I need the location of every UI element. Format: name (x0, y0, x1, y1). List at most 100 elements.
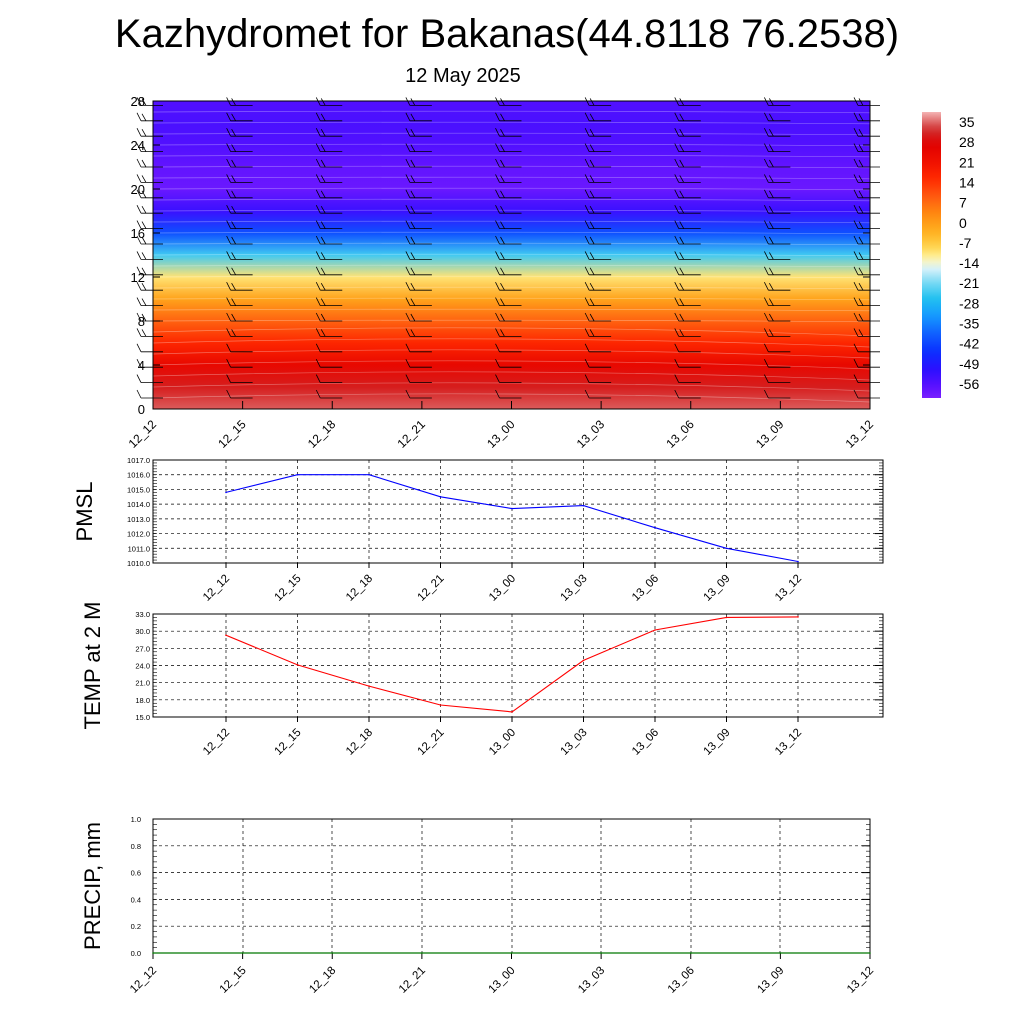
wind-barb-feather (410, 206, 416, 214)
wind-barb (674, 205, 701, 214)
panel-frame (152, 818, 871, 954)
wind-barb-feather (853, 174, 859, 183)
wind-barb-feather (679, 98, 685, 106)
wind-barb-feather (584, 143, 590, 152)
data-point (439, 704, 442, 706)
data-point (296, 664, 299, 666)
wind-barb (315, 235, 343, 245)
wind-barb-feather (769, 313, 774, 322)
wind-barb (405, 251, 432, 260)
wind-barb (584, 189, 612, 199)
wind-barb-feather (226, 158, 231, 168)
wind-barb (136, 282, 163, 291)
wind-barb-feather (320, 206, 326, 214)
wind-barb-feather (764, 220, 769, 229)
data-point (797, 616, 799, 618)
wind-barb-feather (315, 220, 321, 229)
wind-barb-feather (500, 313, 505, 322)
wind-barb-feather (589, 267, 595, 275)
wind-barb-feather (141, 221, 147, 229)
isotherm-line (152, 360, 871, 370)
wind-barb-feather (589, 298, 595, 306)
x-tick-label: 13_03 (559, 727, 590, 758)
isotherm-line (152, 382, 871, 392)
wind-barb-feather (141, 329, 147, 337)
x-tick-label: 13_03 (576, 965, 607, 996)
isotherm-line (152, 154, 871, 158)
wind-barb-feather (769, 113, 774, 121)
x-tick-label: 12_12 (126, 417, 160, 451)
wind-barb (405, 282, 432, 291)
wind-barb-feather (495, 282, 500, 291)
wind-barb-feather (226, 359, 231, 368)
wind-barb-feather (231, 298, 236, 306)
wind-barb-feather (679, 129, 685, 137)
isotherm-line (152, 220, 871, 224)
wind-barb-feather (495, 266, 500, 275)
wind-barb (136, 128, 163, 137)
y-tick-label: 20 (131, 182, 145, 197)
wind-barb-feather (853, 282, 859, 291)
wind-barb-feather (769, 267, 774, 275)
isotherm-line (152, 143, 871, 147)
wind-barb-feather (853, 220, 859, 229)
wind-barb-feather (141, 236, 147, 245)
wind-barb (136, 189, 163, 199)
wind-barb-feather (315, 343, 321, 352)
y-tick-label: 24.0 (135, 662, 150, 671)
wind-barb-feather (584, 359, 590, 368)
wind-barb (405, 235, 432, 245)
wind-barb-feather (141, 144, 147, 152)
wind-barb-feather (853, 112, 859, 121)
x-tick-label: 13_12 (843, 417, 877, 451)
wind-barb (764, 312, 791, 322)
data-point (331, 952, 334, 954)
wind-barb-feather (410, 236, 416, 245)
wind-barb-feather (410, 98, 416, 106)
data-point (439, 496, 442, 498)
wind-barb (495, 312, 522, 322)
wind-barb-feather (500, 98, 505, 106)
wind-barb (315, 312, 343, 322)
wind-barb-feather (584, 220, 590, 229)
isotherm-line (152, 275, 871, 279)
isotherm-line (152, 264, 871, 268)
wind-barb-feather (495, 359, 500, 368)
wind-barb (495, 297, 522, 307)
wind-barb (764, 328, 791, 337)
wind-barb-feather (136, 128, 142, 137)
wind-barb-feather (764, 328, 769, 337)
x-tick-label: 13_12 (845, 965, 876, 996)
wind-barb (764, 251, 791, 260)
data-point (600, 952, 602, 954)
wind-barb-feather (136, 174, 142, 183)
x-tick-label: 12_18 (344, 727, 375, 758)
wind-barb-feather (141, 283, 147, 291)
wind-barb-feather (584, 251, 590, 260)
wind-barb-feather (764, 158, 769, 168)
wind-barb-feather (858, 129, 864, 137)
isotherm-line (152, 110, 871, 114)
wind-barb-feather (584, 312, 590, 322)
wind-barb-feather (231, 283, 236, 291)
y-tick-label: 1013.0 (127, 515, 150, 524)
wind-barb-feather (136, 328, 142, 337)
wind-barb-feather (136, 158, 142, 168)
wind-barb-feather (858, 190, 864, 198)
wind-barb-feather (589, 252, 595, 260)
wind-barb-feather (674, 266, 680, 275)
x-tick-label: 12_18 (344, 573, 375, 604)
wind-barb-feather (405, 235, 411, 245)
wind-barb-feather (674, 328, 680, 337)
wind-barb-feather (674, 297, 680, 306)
wind-barb (853, 389, 880, 399)
wind-barb-feather (320, 144, 326, 152)
wind-barb-feather (410, 298, 416, 306)
x-tick-label: 13_00 (487, 727, 518, 758)
wind-barb-feather (231, 129, 236, 137)
wind-barb (226, 235, 253, 245)
wind-barb-feather (226, 312, 231, 322)
wind-barb (495, 174, 522, 183)
wind-barb-feather (858, 159, 864, 168)
